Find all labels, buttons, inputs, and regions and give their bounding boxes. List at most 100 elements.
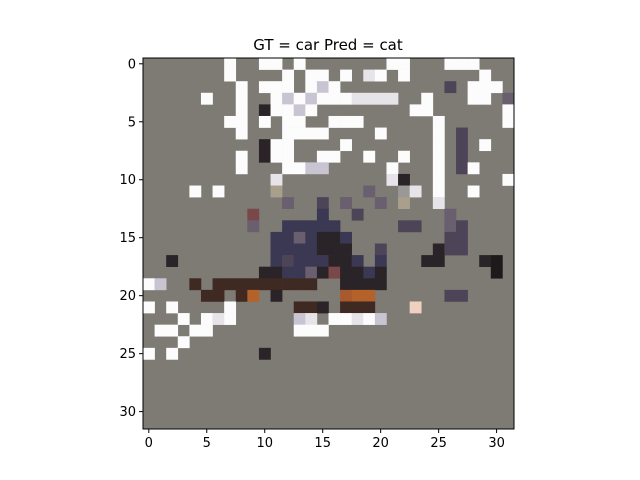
pixel-cell [166, 301, 179, 314]
pixel-cell [398, 69, 410, 82]
pixel-cell [374, 197, 387, 210]
pixel-cell [351, 115, 364, 128]
pixel-cell [398, 58, 410, 70]
y-tick-label: 30 [119, 405, 136, 420]
pixel-cell [305, 243, 318, 256]
y-tick-label: 15 [119, 231, 136, 246]
pixel-cell [444, 220, 457, 233]
pixel-cell [305, 324, 318, 337]
pixel-cell [456, 139, 468, 152]
pixel-cell [467, 92, 480, 105]
pixel-cell [212, 185, 225, 198]
pixel-cell [432, 127, 445, 140]
pixel-cell [189, 185, 202, 198]
pixel-cell [305, 81, 318, 94]
pixel-cell [363, 301, 376, 314]
pixel-cell [224, 115, 237, 128]
pixel-cell [340, 115, 352, 128]
pixel-cell [224, 69, 237, 82]
pixel-cell [374, 243, 387, 256]
pixel-cell [270, 150, 283, 163]
pixel-cell [432, 139, 445, 152]
pixel-cell [293, 266, 306, 279]
pixel-cell [293, 58, 306, 70]
pixel-cell [502, 92, 515, 105]
pixel-cell [235, 289, 248, 302]
pixel-cell [143, 278, 155, 291]
pixel-cell [316, 208, 329, 221]
pixel-cell [316, 162, 329, 175]
pixel-cell [444, 81, 457, 94]
pixel-cell [293, 92, 306, 105]
pixel-cell [293, 243, 306, 256]
pixel-cell [224, 58, 237, 70]
pixel-cell [224, 313, 237, 325]
pixel-cell [502, 173, 515, 186]
pixel-cell [305, 231, 318, 244]
pixel-cell [282, 162, 295, 175]
pixel-cell [340, 231, 352, 244]
pixel-cell [224, 301, 237, 314]
pixel-cell [293, 162, 306, 175]
pixel-cell [235, 278, 248, 291]
pixel-cell [351, 278, 364, 291]
pixel-cell [166, 255, 179, 267]
pixel-cell [316, 197, 329, 210]
pixel-cell [143, 301, 155, 314]
pixel-cell [316, 231, 329, 244]
axes-frame [142, 57, 515, 430]
pixel-cell [293, 278, 306, 291]
pixel-cell [270, 278, 283, 291]
pixel-cell [305, 255, 318, 267]
pixel-cell [270, 289, 283, 302]
pixel-cell [479, 255, 492, 267]
pixel-cell [282, 243, 295, 256]
pixel-cell [351, 208, 364, 221]
pixel-cell [328, 266, 341, 279]
pixel-cell [340, 139, 352, 152]
pixel-cell [154, 324, 167, 337]
pixel-cell [328, 220, 341, 233]
y-tick-label: 25 [119, 347, 136, 362]
pixel-cell [270, 81, 283, 94]
pixel-cell [293, 115, 306, 128]
pixel-cell [386, 92, 399, 105]
pixel-cell [282, 231, 295, 244]
pixel-cell [258, 58, 271, 70]
pixel-cell [490, 255, 503, 267]
pixel-cell [316, 127, 329, 140]
pixel-cell [409, 104, 422, 117]
pixel-cell [398, 197, 410, 210]
pixel-cell [421, 104, 434, 117]
pixel-cell [293, 255, 306, 267]
pixel-cell [444, 208, 457, 221]
pixel-cell [270, 255, 283, 267]
pixel-cell [479, 81, 492, 94]
pixel-cell [305, 313, 318, 325]
pixel-cell [340, 266, 352, 279]
pixel-cell [351, 255, 364, 267]
pixel-cell [293, 324, 306, 337]
pixel-cell [328, 255, 341, 267]
pixel-cell [247, 220, 260, 233]
pixel-cell [374, 266, 387, 279]
pixel-cell [270, 266, 283, 279]
pixel-cell [258, 104, 271, 117]
pixel-cell [270, 139, 283, 152]
pixel-cell [258, 139, 271, 152]
pixel-cell [398, 150, 410, 163]
pixel-cell [293, 220, 306, 233]
pixel-cell [363, 185, 376, 198]
pixel-cell [305, 220, 318, 233]
pixel-cell [398, 220, 410, 233]
pixel-cell [282, 255, 295, 267]
pixel-cell [282, 81, 295, 94]
pixel-cell [456, 162, 468, 175]
pixel-cell [340, 313, 352, 325]
pixel-cell [293, 127, 306, 140]
pixel-cell [177, 313, 190, 325]
pixel-cell [432, 197, 445, 210]
pixel-cell [432, 162, 445, 175]
pixel-cell [258, 266, 271, 279]
